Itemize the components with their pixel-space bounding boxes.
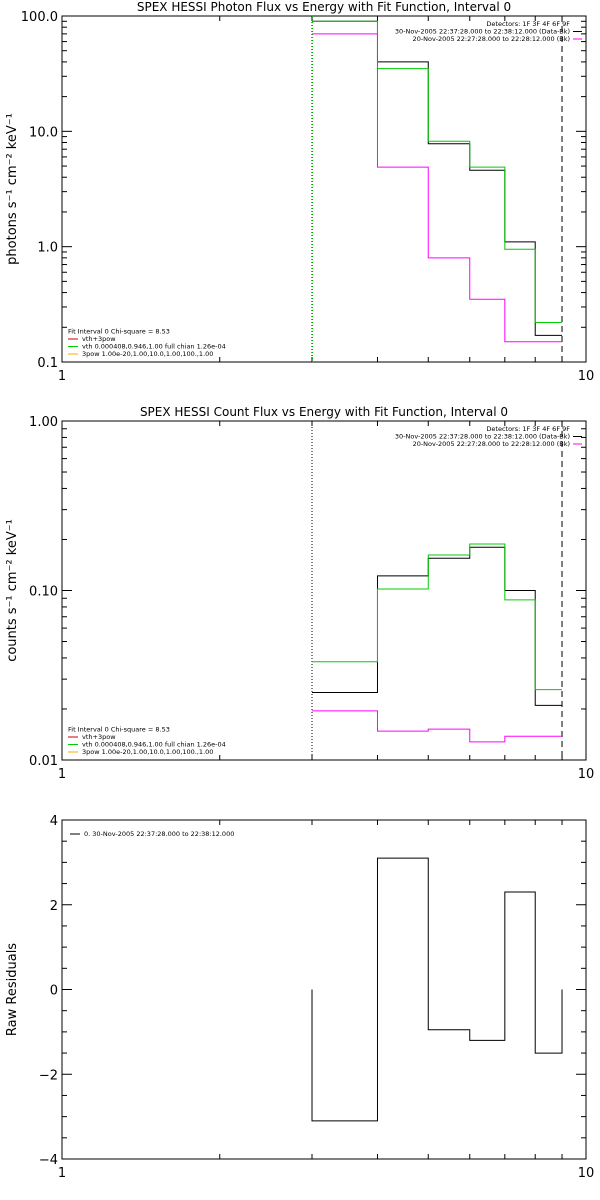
legend-bottom-left-text: Fit Interval 0 Chi-square = 8.53 [68, 726, 170, 734]
x-tick-label: 1 [58, 767, 66, 782]
histogram-series-2 [312, 33, 563, 343]
chart-title: SPEX HESSI Photon Flux vs Energy with Fi… [137, 0, 511, 14]
y-tick-label: 10.0 [29, 125, 58, 140]
legend-bottom-left-text: vth 0.000408,0.946,1.00 full chian 1.26e… [82, 343, 226, 351]
y-tick-label: 1.0 [37, 241, 58, 256]
residuals-panel: Raw Residuals 1 10 −4 −2 0 2 4 0. 30-Nov-2005 22… [5, 814, 594, 1181]
legend-top-right-text: Detectors: 1F 3F 4F 6F 9F [486, 425, 570, 433]
plot-frame [61, 15, 587, 363]
legend-top-right-text: 20-Nov-2005 22:27:28.000 to 22:28:12.000… [413, 440, 570, 448]
y-tick-label: 0.01 [29, 754, 58, 769]
histogram-series-0 [312, 20, 563, 336]
x-tick-label: 10 [578, 1166, 595, 1181]
x-tick-label: 10 [578, 767, 595, 782]
count-flux-panel: SPEX HESSI Count Flux vs Energy with Fit… [5, 405, 594, 782]
legend-bottom-left-text: vth 0.000408,0.946,1.00 full chian 1.26e… [82, 741, 226, 749]
y-tick-label: 2 [50, 899, 58, 914]
legend-bottom-left-text: 3pow 1.00e-20,1.00,10.0,1.00,100.,1.00 [82, 748, 213, 756]
x-tick-label: 1 [58, 369, 66, 384]
legend-bottom-left-text: 3pow 1.00e-20,1.00,10.0,1.00,100.,1.00 [82, 350, 213, 358]
histogram-series-1 [312, 543, 563, 691]
y-tick-label: 0.1 [37, 356, 58, 371]
y-tick-label: −2 [39, 1068, 58, 1083]
x-tick-label: 10 [578, 369, 595, 384]
y-tick-label: −4 [39, 1153, 58, 1168]
legend-bottom-left-text: Fit Interval 0 Chi-square = 8.53 [68, 328, 170, 336]
legend-bottom-left-text: vth+3pow [82, 335, 116, 343]
y-tick-label: 1.00 [29, 415, 58, 430]
y-tick-label: 0 [50, 984, 58, 999]
plot-frame [61, 819, 587, 1160]
legend-top-right-text: Detectors: 1F 3F 4F 6F 9F [486, 20, 570, 28]
legend-bottom-left-text: vth+3pow [82, 733, 116, 741]
y-axis-label: counts s⁻¹ cm⁻² keV⁻¹ [5, 519, 20, 662]
y-tick-label: 4 [50, 814, 58, 829]
histogram-series-0 [311, 857, 563, 1122]
chart-title: SPEX HESSI Count Flux vs Energy with Fit… [140, 405, 508, 419]
histogram-series-1 [312, 20, 563, 324]
legend-top-right-text: 30-Nov-2005 22:37:28.000 to 22:38:12.000… [395, 433, 570, 441]
y-tick-label: 100.0 [21, 10, 58, 25]
photon-flux-panel: SPEX HESSI Photon Flux vs Energy with Fi… [5, 0, 594, 384]
legend-top-right-text: 20-Nov-2005 22:27:28.000 to 22:28:12.000… [413, 35, 570, 43]
y-tick-label: 0.10 [29, 585, 58, 600]
y-axis-label: photons s⁻¹ cm⁻² keV⁻¹ [5, 113, 20, 265]
y-axis-label: Raw Residuals [5, 943, 20, 1036]
legend-top-left-text: 0. 30-Nov-2005 22:37:28.000 to 22:38:12.… [84, 830, 234, 838]
histogram-series-0 [312, 546, 563, 706]
x-tick-label: 1 [58, 1166, 66, 1181]
histogram-series-2 [312, 710, 563, 743]
legend-top-right-text: 30-Nov-2005 22:37:28.000 to 22:38:12.000… [395, 28, 570, 36]
